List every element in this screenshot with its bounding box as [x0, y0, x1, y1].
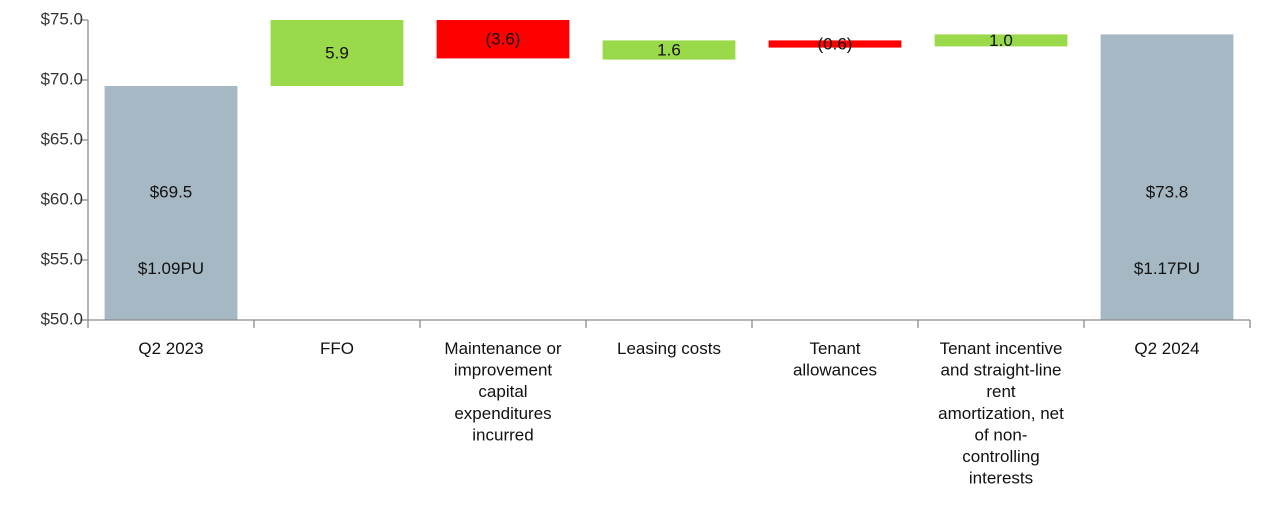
- category-label-line: amortization, net: [938, 404, 1064, 423]
- bar-1: [104, 86, 238, 320]
- category-label: Q2 2023: [138, 339, 203, 358]
- category-label-line: FFO: [320, 339, 354, 358]
- data-label: 1.6: [657, 40, 681, 59]
- bar-6: [934, 34, 1068, 47]
- data-label-per-unit: $1.17PU: [1134, 259, 1200, 278]
- category-label-line: interests: [969, 469, 1033, 488]
- y-tick-label: $55.0: [40, 249, 83, 268]
- data-label-value: $69.5: [150, 182, 193, 201]
- category-label-line: expenditures: [454, 404, 551, 423]
- category-label-line: incurred: [472, 425, 533, 444]
- y-tick-label: $60.0: [40, 189, 83, 208]
- y-tick-label: $70.0: [40, 69, 83, 88]
- category-label: FFO: [320, 339, 354, 358]
- bar-2: [270, 20, 404, 86]
- data-label-per-unit: $1.09PU: [138, 259, 204, 278]
- category-label-line: Q2 2024: [1134, 339, 1199, 358]
- data-labels-layer: $69.5 $1.09PU 5.9 (3.6) 1.6 (0.6) 1.0 $73.8 $1.1…: [138, 30, 1200, 278]
- data-label: 1.0: [989, 31, 1013, 50]
- y-tick-label: $65.0: [40, 129, 83, 148]
- category-label-line: and straight-line: [941, 361, 1062, 380]
- category-label-line: Tenant: [809, 339, 860, 358]
- data-label-value: $73.8: [1146, 182, 1189, 201]
- category-label-line: Tenant incentive: [940, 339, 1063, 358]
- category-label-line: improvement: [454, 361, 553, 380]
- data-label: (3.6): [486, 30, 521, 49]
- category-label-line: rent: [986, 382, 1016, 401]
- category-label-line: capital: [478, 382, 527, 401]
- data-label: (0.6): [818, 34, 853, 53]
- category-label-line: Maintenance or: [444, 339, 562, 358]
- category-label-line: allowances: [793, 361, 877, 380]
- y-tick-label: $50.0: [40, 309, 83, 328]
- axes-layer: Q2 2023 FFO Maintenance or improvement capit…: [40, 9, 1251, 488]
- category-label-line: of non-: [975, 425, 1028, 444]
- bar-7: [1100, 34, 1234, 321]
- category-label-line: Q2 2023: [138, 339, 203, 358]
- category-label: Maintenance or improvement capital expendit…: [444, 339, 562, 444]
- category-label-line: Leasing costs: [617, 339, 721, 358]
- bars-layer: [104, 20, 1234, 321]
- category-label: Tenant incentive and straight-line rent amo…: [938, 339, 1064, 488]
- y-tick-label: $75.0: [40, 9, 83, 28]
- data-label: 5.9: [325, 43, 349, 62]
- category-label-line: controlling: [962, 447, 1040, 466]
- category-label: Tenant allowances: [793, 339, 877, 380]
- category-label: Q2 2024: [1134, 339, 1199, 358]
- bar-3: [436, 20, 570, 59]
- bar-4: [602, 40, 736, 60]
- category-label: Leasing costs: [617, 339, 721, 358]
- bar-5: [768, 40, 902, 48]
